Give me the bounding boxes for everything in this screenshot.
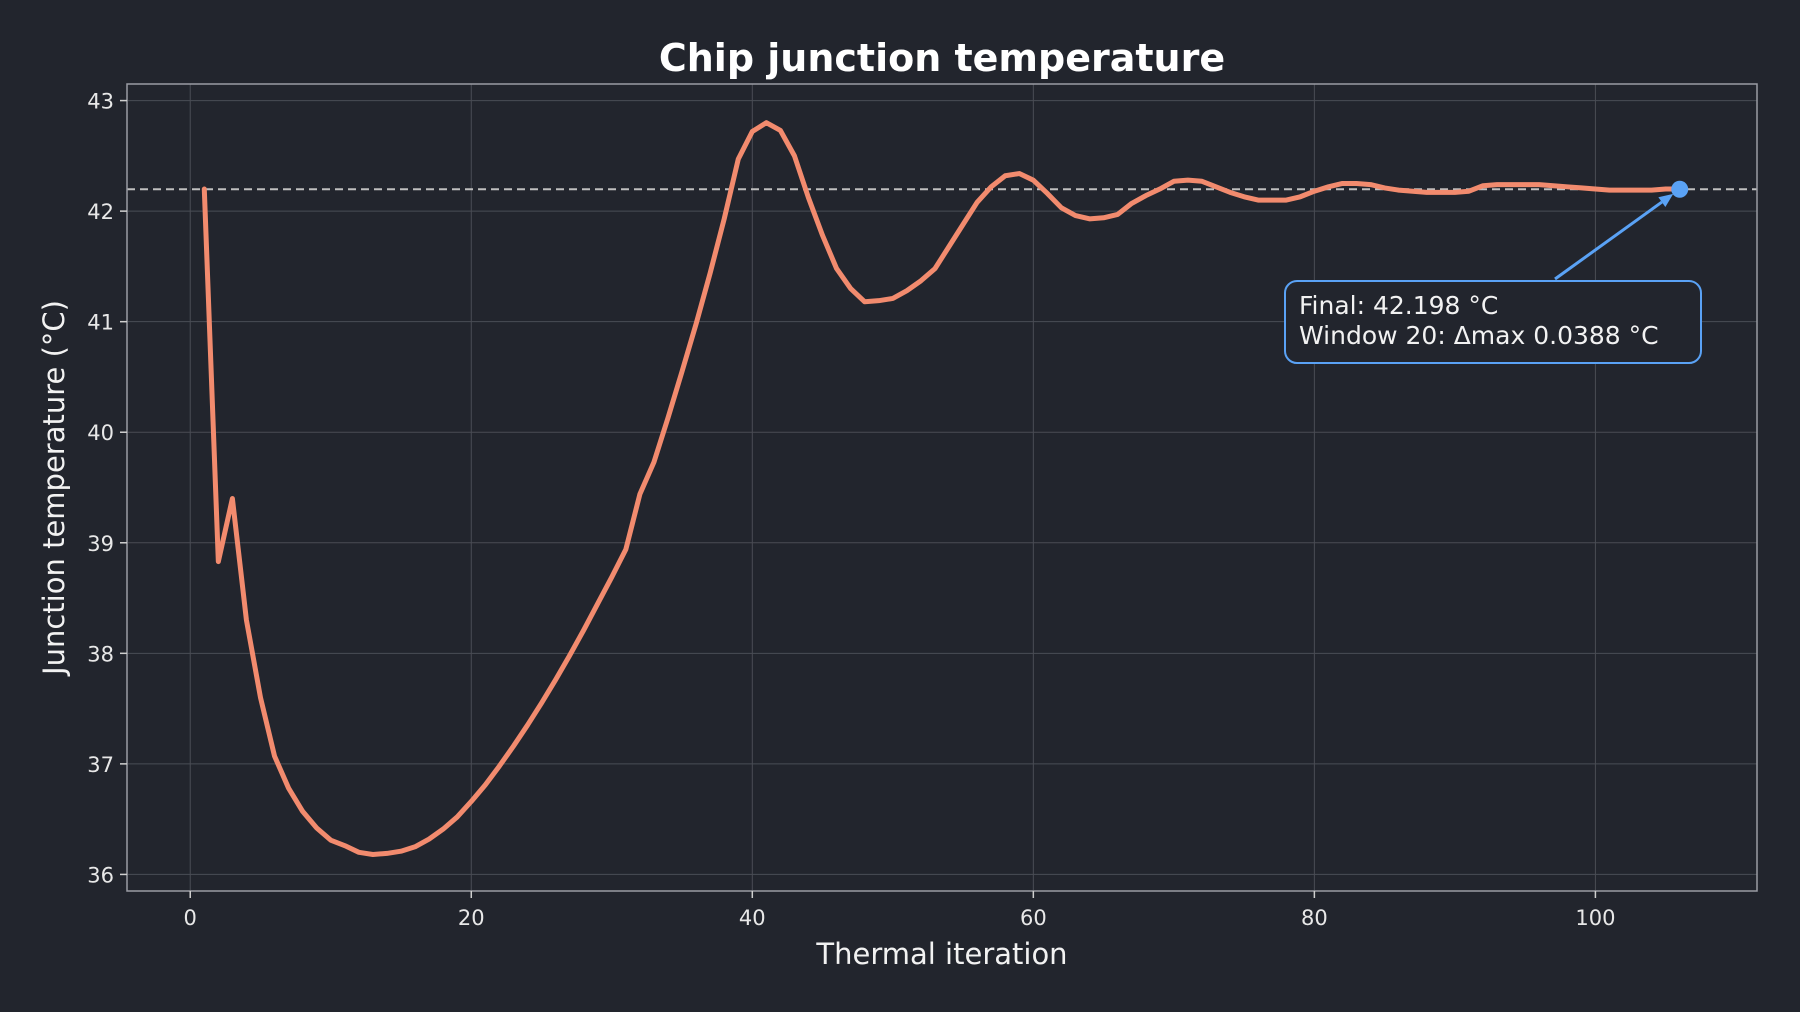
y-tick-label: 41: [87, 311, 114, 335]
annotation-box: [1284, 280, 1702, 364]
y-tick-label: 37: [87, 753, 114, 777]
annotation-line-final: Final: 42.198 °C: [1299, 291, 1498, 320]
x-axis-ticks: 0 20 40 60 80 100: [184, 891, 1615, 930]
x-tick-label: 80: [1301, 906, 1328, 930]
annotation-text: Final: 42.198 °C Window 20: Δmax 0.0388 …: [1299, 291, 1659, 350]
chart-title: Chip junction temperature: [659, 36, 1225, 80]
annotation-arrowhead: [1658, 193, 1674, 207]
plot-area: [127, 84, 1757, 891]
x-tick-label: 20: [458, 906, 485, 930]
y-tick-label: 36: [87, 863, 114, 887]
plot-frame: [126, 83, 1758, 892]
x-axis-label: Thermal iteration: [815, 937, 1067, 971]
x-tick-label: 40: [739, 906, 766, 930]
grid: [127, 84, 1757, 891]
x-tick-label: 60: [1020, 906, 1047, 930]
x-tick-label: 0: [184, 906, 197, 930]
y-axis-label: Junction temperature (°C): [37, 300, 71, 677]
y-tick-label: 42: [87, 200, 114, 224]
y-tick-label: 43: [87, 90, 114, 114]
final-point-marker: [1671, 180, 1689, 198]
x-tick-label: 100: [1575, 906, 1615, 930]
y-axis-ticks: 36 37 38 39 40 41 42 43: [87, 90, 127, 887]
y-tick-label: 39: [87, 532, 114, 556]
series-line: [201, 120, 1683, 858]
y-tick-label: 40: [87, 421, 114, 445]
annotation-arrow: [1554, 200, 1663, 281]
y-tick-label: 38: [87, 642, 114, 666]
annotation-line-window: Window 20: Δmax 0.0388 °C: [1299, 321, 1659, 350]
